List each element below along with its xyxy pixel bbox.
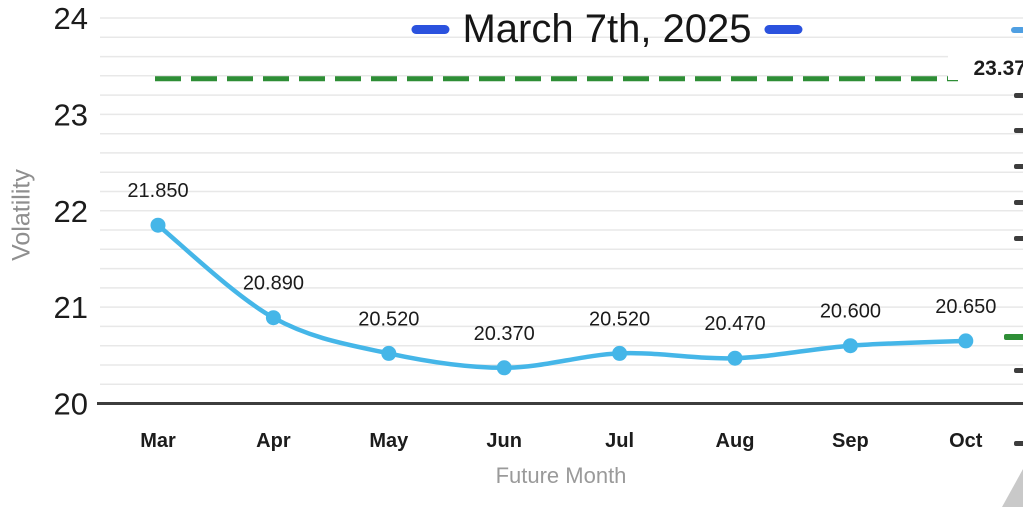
y-tick-label-22: 22 — [54, 194, 88, 229]
edge-fragment-dark-dash — [1014, 128, 1023, 133]
point-value-label: 20.520 — [358, 308, 419, 330]
x-tick-label-jun: Jun — [486, 430, 522, 452]
point-value-label: 20.520 — [589, 308, 650, 330]
point-value-label: 20.600 — [820, 301, 881, 323]
data-point-sep[interactable] — [842, 338, 858, 354]
data-point-jul[interactable] — [612, 345, 628, 361]
data-point-apr[interactable] — [265, 310, 281, 326]
point-value-label: 20.650 — [935, 296, 996, 318]
edge-fragment-dark-dash — [1014, 441, 1023, 446]
reference-value-label: 23.37 — [973, 57, 1023, 80]
edge-fragment-dark-dash — [1014, 236, 1023, 241]
x-tick-label-jul: Jul — [605, 430, 634, 452]
edge-fragment-dark-dash — [1014, 368, 1023, 373]
point-value-label: 21.850 — [127, 180, 188, 202]
legend-dash-right-icon — [764, 25, 803, 34]
chart-legend: March 7th, 2025 — [411, 7, 803, 52]
data-point-mar[interactable] — [150, 217, 166, 233]
edge-fragment-dark-dash — [1014, 200, 1023, 205]
y-tick-label-23: 23 — [54, 97, 88, 132]
x-tick-label-sep: Sep — [832, 430, 869, 452]
point-value-label: 20.370 — [474, 323, 535, 345]
y-tick-label-20: 20 — [54, 387, 88, 422]
chart-title: March 7th, 2025 — [462, 7, 752, 51]
x-axis-title: Future Month — [495, 463, 627, 488]
resize-handle-icon[interactable] — [1002, 469, 1023, 507]
x-tick-label-may: May — [369, 430, 409, 452]
y-tick-label-21: 21 — [54, 290, 88, 325]
data-point-jun[interactable] — [496, 360, 512, 376]
data-point-may[interactable] — [381, 345, 397, 361]
x-tick-label-aug: Aug — [716, 430, 755, 452]
x-tick-label-oct: Oct — [949, 430, 983, 452]
edge-fragment-dark-dash — [1014, 93, 1023, 98]
x-tick-label-apr: Apr — [256, 430, 291, 452]
y-axis-title: Volatility — [7, 169, 36, 261]
y-tick-label-24: 24 — [54, 1, 88, 36]
edge-fragment-green-dash — [1004, 334, 1023, 340]
edge-fragment-dark-dash — [1014, 164, 1023, 169]
x-tick-label-mar: Mar — [140, 430, 176, 452]
data-point-aug[interactable] — [727, 350, 743, 366]
reference-label-backing — [948, 50, 1023, 80]
data-point-oct[interactable] — [958, 333, 974, 349]
point-value-label: 20.890 — [243, 273, 304, 295]
point-value-label: 20.470 — [704, 313, 765, 335]
edge-fragment-blue-dash — [1011, 27, 1023, 33]
legend-dash-left-icon — [411, 25, 450, 34]
